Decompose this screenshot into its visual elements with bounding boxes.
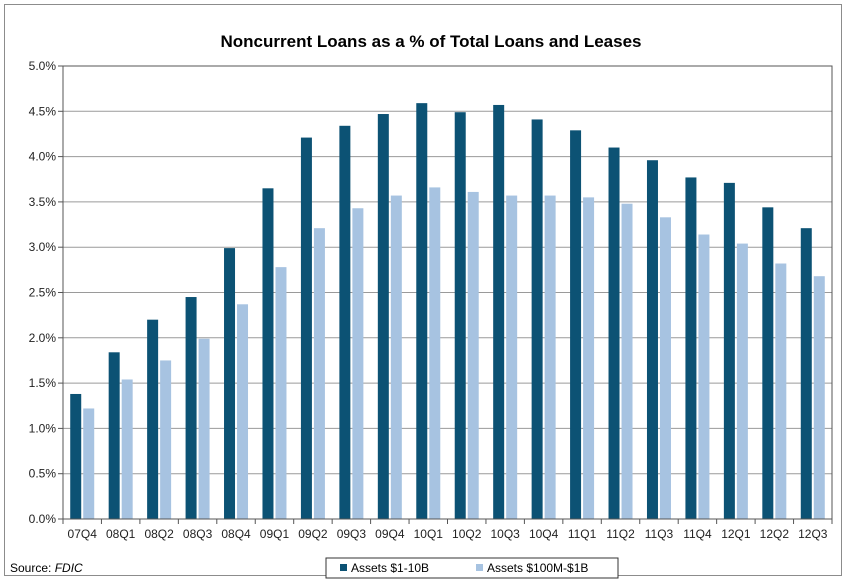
bar-assets-1-10b — [224, 248, 236, 519]
x-tick-label: 11Q4 — [683, 527, 712, 541]
bar-assets-100m-1b — [698, 234, 710, 520]
bar-assets-100m-1b — [506, 195, 518, 520]
bar-assets-1-10b — [300, 137, 312, 519]
bar-assets-1-10b — [147, 319, 159, 519]
y-tick-label: 0.5% — [29, 467, 57, 481]
bar-assets-1-10b — [723, 182, 735, 519]
legend-swatch — [476, 564, 483, 571]
x-tick-label: 09Q2 — [298, 527, 328, 541]
bar-assets-1-10b — [646, 160, 658, 519]
y-tick-label: 4.0% — [29, 150, 57, 164]
axes — [62, 65, 833, 520]
bar-assets-100m-1b — [736, 243, 748, 520]
bar-assets-1-10b — [339, 125, 351, 520]
y-tick-label: 4.5% — [29, 104, 57, 118]
x-tick-label: 08Q4 — [221, 527, 251, 541]
bar-assets-100m-1b — [313, 228, 325, 519]
bar-assets-1-10b — [454, 112, 466, 520]
y-tick-label: 2.5% — [29, 286, 57, 300]
bar-assets-1-10b — [800, 228, 812, 519]
bar-assets-1-10b — [185, 297, 197, 519]
x-tick-label: 10Q3 — [490, 527, 520, 541]
x-tick-label: 08Q3 — [183, 527, 213, 541]
x-tick-label: 09Q4 — [375, 527, 405, 541]
bar-assets-100m-1b — [544, 195, 556, 520]
bars — [70, 103, 825, 520]
x-tick-label: 09Q3 — [337, 527, 367, 541]
y-tick-label: 2.0% — [29, 331, 57, 345]
bar-assets-1-10b — [262, 188, 274, 519]
legend-label: Assets $100M-$1B — [487, 561, 588, 575]
legend-box — [325, 557, 619, 579]
bar-assets-1-10b — [377, 114, 389, 519]
bar-assets-100m-1b — [352, 208, 364, 519]
legend-label: Assets $1-10B — [351, 561, 429, 575]
bar-assets-100m-1b — [198, 338, 210, 519]
x-tick-label: 08Q1 — [106, 527, 136, 541]
chart-title: Noncurrent Loans as a % of Total Loans a… — [221, 32, 642, 51]
bar-assets-100m-1b — [813, 276, 825, 519]
bar-assets-1-10b — [531, 119, 543, 519]
bar-assets-100m-1b — [237, 304, 249, 519]
bar-assets-100m-1b — [583, 197, 595, 519]
bar-assets-100m-1b — [83, 408, 95, 519]
bar-assets-1-10b — [108, 352, 120, 519]
y-axis-ticks: 0.0% 0.5% 1.0% 1.5% 2.0% 2.5% 3.0% 3.5% 4.0% 4.5%… — [29, 59, 63, 526]
legend: Assets $1-10B Assets $100M-$1B — [325, 557, 619, 579]
bar-assets-1-10b — [570, 130, 582, 520]
bar-assets-100m-1b — [429, 187, 441, 520]
y-tick-label: 5.0% — [29, 59, 57, 73]
x-tick-label: 11Q1 — [568, 527, 597, 541]
x-tick-label: 07Q4 — [68, 527, 98, 541]
source-value: FDIC — [54, 561, 83, 575]
bar-assets-1-10b — [762, 207, 774, 519]
x-tick-label: 10Q2 — [452, 527, 482, 541]
y-tick-label: 0.0% — [29, 512, 57, 526]
bar-assets-1-10b — [416, 103, 428, 520]
source-note: Source: FDIC — [10, 561, 83, 575]
x-tick-label: 10Q1 — [414, 527, 444, 541]
y-tick-label: 3.5% — [29, 195, 57, 209]
y-tick-label: 1.0% — [29, 421, 57, 435]
legend-swatch — [340, 564, 347, 571]
bar-assets-100m-1b — [621, 203, 633, 519]
bar-assets-100m-1b — [160, 360, 172, 519]
x-tick-label: 09Q1 — [260, 527, 290, 541]
x-tick-label: 12Q3 — [798, 527, 828, 541]
bar-assets-100m-1b — [467, 191, 479, 519]
y-tick-label: 1.5% — [29, 376, 57, 390]
gridlines — [63, 65, 832, 475]
y-tick-label: 3.0% — [29, 240, 57, 254]
bar-assets-1-10b — [70, 393, 82, 519]
x-tick-label: 12Q2 — [760, 527, 790, 541]
x-axis-ticks: 07Q4 08Q1 08Q2 08Q3 08Q4 09Q1 09Q2 09Q3 09Q4 10Q1… — [62, 519, 833, 541]
bar-assets-100m-1b — [121, 379, 133, 519]
x-tick-label: 11Q3 — [645, 527, 674, 541]
bar-assets-100m-1b — [659, 217, 671, 519]
bar-assets-1-10b — [493, 104, 505, 519]
x-tick-label: 10Q4 — [529, 527, 559, 541]
bar-assets-1-10b — [685, 177, 697, 520]
bar-assets-100m-1b — [775, 263, 787, 519]
bar-assets-100m-1b — [390, 195, 402, 520]
bar-assets-100m-1b — [275, 267, 287, 519]
x-tick-label: 08Q2 — [144, 527, 174, 541]
source-label: Source: — [10, 561, 52, 575]
x-tick-label: 12Q1 — [721, 527, 751, 541]
x-tick-label: 11Q2 — [606, 527, 635, 541]
plot-area-border — [62, 65, 833, 520]
bar-assets-1-10b — [608, 147, 620, 520]
